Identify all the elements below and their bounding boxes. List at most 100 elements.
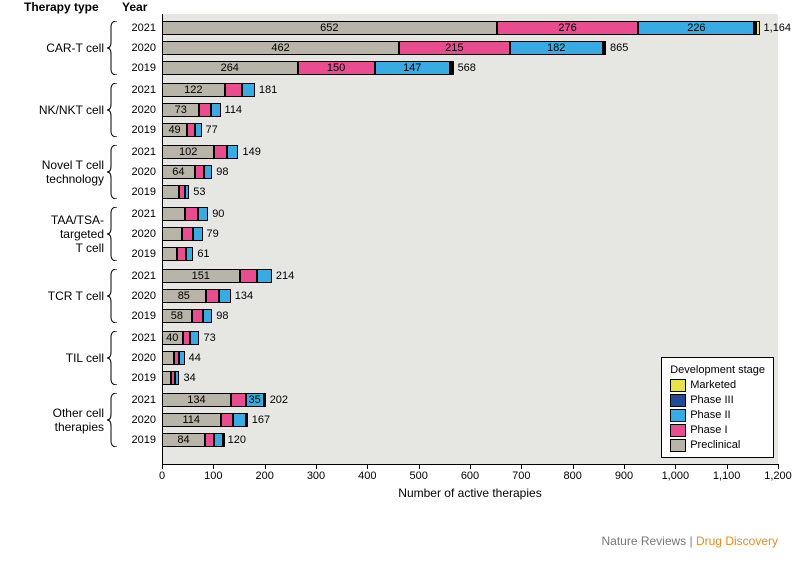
year-label: 2021 [120,83,156,97]
legend-item: Preclinical [670,438,765,453]
chart-frame: { "layout":{ "plot":{"x":162,"y":14,"w":… [0,0,800,564]
header-year: Year [122,0,147,14]
x-tick-label: 900 [604,470,644,482]
bar-value-label: 215 [445,41,463,55]
year-label: 2020 [120,227,156,241]
x-tick [675,464,676,469]
legend-swatch [670,424,686,437]
x-tick-label: 100 [193,470,233,482]
x-tick [470,464,471,469]
x-tick [573,464,574,469]
bar-segment [219,289,230,303]
bar-segment [214,433,223,447]
year-label: 2020 [120,351,156,365]
bar-total-label: 90 [212,207,224,221]
bar-value-label: 40 [166,331,178,345]
bar-segment [185,207,198,221]
year-label: 2019 [120,371,156,385]
bar-value-label: 122 [184,83,202,97]
bar-segment [190,331,200,345]
bar-segment [195,165,204,179]
footer-source: Nature Reviews | [601,534,695,548]
bar-segment [162,351,174,365]
group-label: TAA/TSA-targetedT cell [0,213,104,255]
bar-segment [195,123,202,137]
bar-segment [264,393,266,407]
bar-value-label: 150 [327,61,345,75]
bar-value-label: 85 [178,289,190,303]
bar-segment [225,83,242,97]
bar-segment [162,227,182,241]
bar-total-label: 77 [206,123,218,137]
bar-total-label: 865 [610,41,628,55]
bar-total-label: 149 [242,145,260,159]
bar-total-label: 568 [458,61,476,75]
year-label: 2019 [120,433,156,447]
bar-segment [193,227,202,241]
x-tick-label: 1,000 [655,470,695,482]
bar-segment [211,103,221,117]
bar-segment [227,145,238,159]
x-tick-label: 300 [296,470,336,482]
bar-segment [177,247,186,261]
legend-swatch [670,409,686,422]
bar-segment [233,413,246,427]
x-tick [778,464,779,469]
bar-total-label: 73 [203,331,215,345]
bar-value-label: 462 [271,41,289,55]
bar-segment [604,41,606,55]
legend-item: Phase II [670,408,765,423]
bar-segment [186,247,193,261]
x-tick [624,464,625,469]
bar-value-label: 151 [192,269,210,283]
x-tick [727,464,728,469]
legend-item: Phase III [670,393,765,408]
bar-value-label: 58 [171,309,183,323]
bar-segment [214,145,227,159]
bar-value-label: 276 [558,21,576,35]
x-tick [162,464,163,469]
bar-segment [175,371,180,385]
x-tick [521,464,522,469]
bar-segment [221,413,233,427]
group-label: TCR T cell [0,289,104,303]
year-label: 2021 [120,393,156,407]
legend-label: Phase II [690,408,730,423]
legend-item: Marketed [670,378,765,393]
bar-value-label: 114 [182,413,200,427]
bar-segment [246,413,248,427]
bar-segment [162,207,185,221]
bar-total-label: 98 [216,165,228,179]
x-tick-label: 800 [553,470,593,482]
bar-total-label: 53 [193,185,205,199]
year-label: 2021 [120,207,156,221]
bar-segment [199,103,210,117]
year-label: 2021 [120,331,156,345]
bar-total-label: 134 [235,289,253,303]
bar-total-label: 214 [276,269,294,283]
bar-segment [162,185,179,199]
bar-segment [205,433,214,447]
bar-value-label: 73 [175,103,187,117]
year-label: 2019 [120,309,156,323]
bar-total-label: 202 [270,393,288,407]
year-label: 2020 [120,41,156,55]
bar-segment [452,61,454,75]
bar-value-label: 49 [168,123,180,137]
bar-segment [206,289,220,303]
group-label: NK/NKT cell [0,103,104,117]
bar-total-label: 79 [207,227,219,241]
legend-label: Marketed [690,378,736,393]
year-label: 2020 [120,165,156,179]
x-tick-label: 600 [450,470,490,482]
year-label: 2020 [120,289,156,303]
bar-total-label: 120 [228,433,246,447]
legend-title: Development stage [670,364,765,376]
group-label: Novel T celltechnology [0,158,104,186]
legend-swatch [670,439,686,452]
bar-total-label: 34 [183,371,195,385]
bar-value-label: 652 [320,21,338,35]
year-label: 2020 [120,413,156,427]
legend-label: Phase I [690,423,727,438]
x-tick [367,464,368,469]
